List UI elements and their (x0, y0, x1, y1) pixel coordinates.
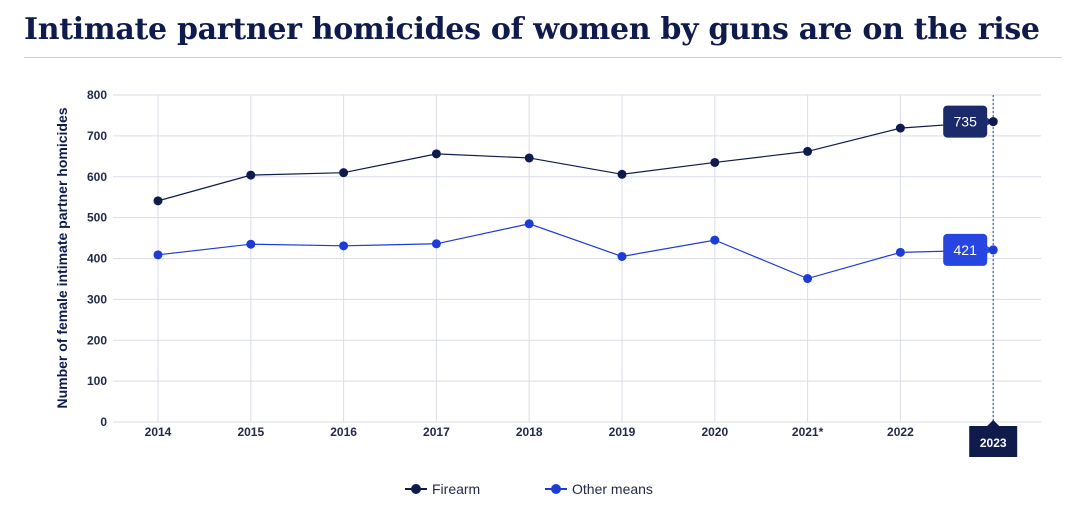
legend: Firearm Other means (0, 481, 1084, 501)
hover-highlight: 735 421 2023 (943, 105, 1018, 457)
data-point-other-means[interactable] (431, 239, 441, 249)
data-point-other-means[interactable] (524, 219, 534, 229)
legend-item-firearm[interactable]: Firearm (405, 481, 480, 497)
data-point-other-means[interactable] (617, 251, 627, 261)
y-tick-label: 200 (87, 333, 107, 347)
x-tick-label: 2015 (237, 425, 264, 439)
data-point-other-means[interactable] (710, 235, 720, 245)
x-tick-label: 2017 (423, 425, 450, 439)
legend-label-other-means: Other means (572, 481, 653, 497)
y-tick-label: 500 (87, 211, 107, 225)
x-tick-label: 2014 (145, 425, 172, 439)
data-point-other-means[interactable] (895, 247, 905, 257)
data-point-firearm[interactable] (246, 170, 256, 180)
y-tick-label: 300 (87, 292, 107, 306)
x-tick-label: 2020 (701, 425, 728, 439)
value-tooltip-label: 735 (954, 114, 978, 130)
legend-swatch-firearm (405, 483, 427, 495)
data-point-firearm[interactable] (895, 123, 905, 133)
data-point-firearm[interactable] (431, 149, 441, 159)
y-tick-label: 400 (87, 252, 107, 266)
data-point-firearm[interactable] (153, 196, 163, 206)
data-point-other-means[interactable] (246, 239, 256, 249)
x-tick-label: 2016 (330, 425, 357, 439)
y-tick-label: 700 (87, 129, 107, 143)
y-tick-label: 800 (87, 88, 107, 102)
legend-item-other-means[interactable]: Other means (545, 481, 653, 497)
series-other-means (153, 219, 998, 284)
value-tooltip-other-means: 421 (943, 233, 998, 266)
title-divider (24, 57, 1062, 58)
series-firearm (153, 117, 998, 206)
value-tooltip-firearm: 735 (943, 105, 998, 138)
series-line-firearm (157, 120, 994, 202)
x-tick-label: 2018 (516, 425, 543, 439)
data-point-other-means[interactable] (339, 241, 349, 251)
series-line-other-means (157, 223, 994, 280)
value-tooltip-label: 421 (954, 242, 978, 258)
data-point-firearm[interactable] (803, 146, 813, 156)
y-tick-labels: 0 100 200 300 400 500 600 700 800 (87, 88, 107, 429)
data-point-highlight[interactable] (988, 117, 998, 127)
data-point-firearm[interactable] (710, 157, 720, 167)
legend-label-firearm: Firearm (432, 481, 481, 497)
data-point-highlight[interactable] (988, 245, 998, 255)
data-point-firearm[interactable] (339, 168, 349, 178)
y-axis-label: Number of female intimate partner homici… (54, 107, 70, 408)
y-tick-label: 600 (87, 170, 107, 184)
x-tick-label: 2022 (887, 425, 914, 439)
data-point-firearm[interactable] (617, 169, 627, 179)
y-tick-label: 0 (100, 415, 107, 429)
y-tick-label: 100 (87, 374, 107, 388)
x-tick-highlight: 2023 (969, 420, 1018, 457)
data-point-other-means[interactable] (153, 250, 163, 260)
x-tick-label: 2023 (980, 436, 1007, 450)
data-point-other-means[interactable] (803, 274, 813, 284)
x-tick-label: 2021* (792, 425, 824, 439)
x-tick-label: 2019 (609, 425, 636, 439)
data-point-firearm[interactable] (524, 153, 534, 163)
x-tick-labels: 2014 2015 2016 2017 2018 2019 2020 2021* 2022 (145, 425, 914, 439)
chart-title: Intimate partner homicides of women by g… (24, 12, 1040, 47)
legend-swatch-other-means (545, 483, 567, 495)
grid-lines (113, 94, 1041, 423)
